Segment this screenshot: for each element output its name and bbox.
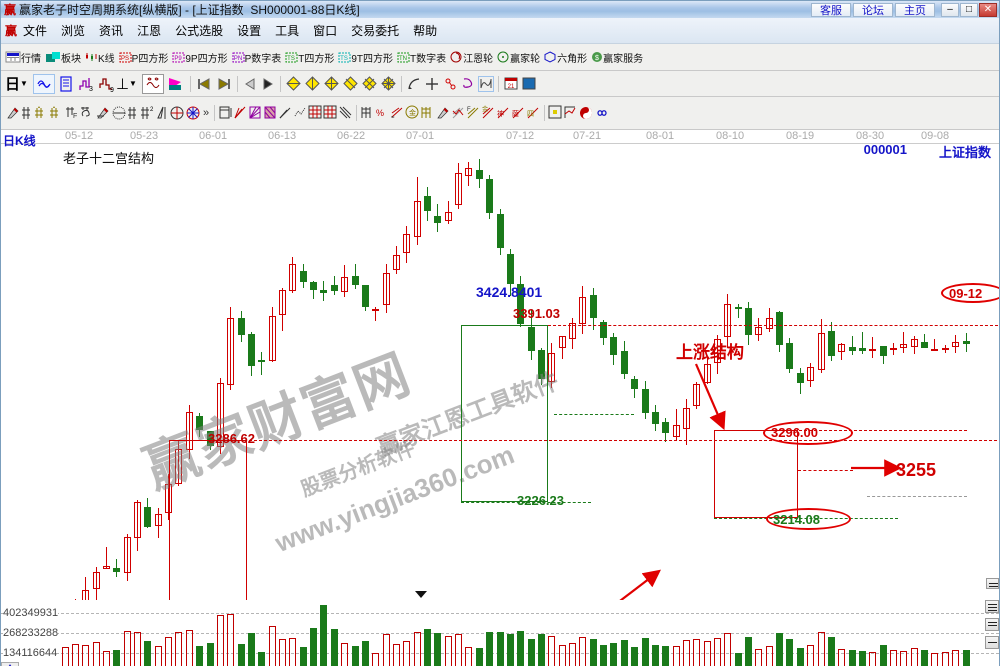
svg-text:P9: P9: [175, 56, 183, 62]
svg-text:四: 四: [527, 110, 534, 118]
svg-text:PN: PN: [233, 56, 241, 62]
svg-text:%: %: [376, 108, 384, 118]
svg-text:3: 3: [89, 86, 93, 92]
svg-text:F: F: [467, 107, 471, 113]
svg-text:薩: 薩: [512, 109, 519, 118]
svg-text:9: 9: [110, 87, 114, 92]
svg-text:=: =: [391, 115, 395, 121]
svg-text:神: 神: [497, 109, 504, 118]
svg-text:$: $: [595, 55, 599, 62]
svg-text:金: 金: [482, 105, 488, 113]
svg-text:TN: TN: [399, 56, 407, 62]
svg-text:金: 金: [409, 108, 416, 117]
svg-text:PS: PS: [121, 56, 129, 62]
svg-text:TS: TS: [341, 56, 349, 62]
svg-text:TS: TS: [287, 56, 295, 62]
svg-text:2: 2: [150, 107, 154, 113]
svg-text:F: F: [73, 113, 77, 120]
svg-text:21: 21: [508, 84, 515, 90]
